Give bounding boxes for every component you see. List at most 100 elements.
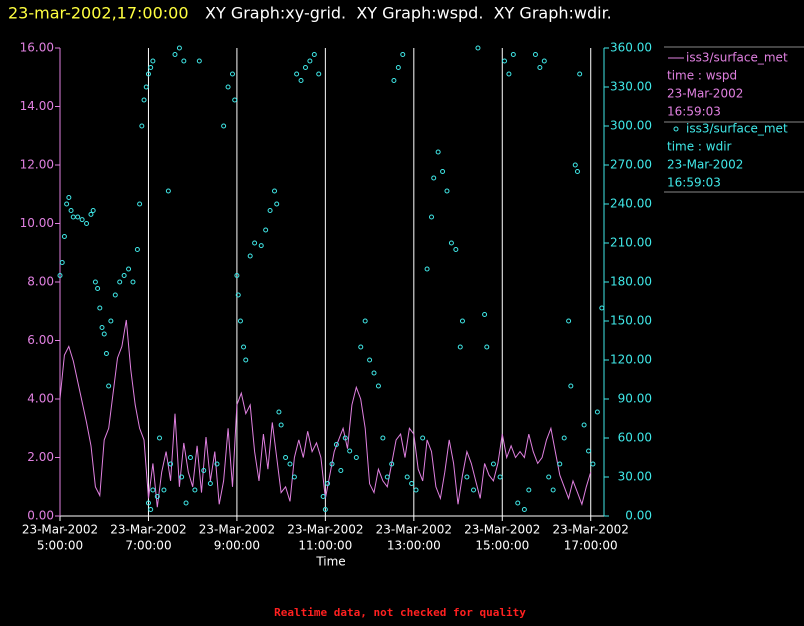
wdir-point [88,211,94,217]
wdir-point [431,175,437,181]
y2-tick-label: 60.00 [618,431,652,445]
wdir-point [145,500,151,506]
wdir-point [586,448,592,454]
wdir-point [258,243,264,249]
y-tick-label: 14.00 [20,99,54,113]
wdir-point [475,45,481,51]
wdir-point [229,71,235,77]
wdir-point [353,455,359,460]
wdir-point [424,266,430,272]
wdir-point [176,45,182,51]
wdir-point [409,481,415,486]
x-tick-date: 23-Mar-2002 [553,523,629,537]
wdir-point [291,474,297,480]
legend-date: 23-Mar-2002 [667,158,743,172]
wdir-point [192,487,198,493]
wdir-point [298,78,304,83]
wdir-point [594,409,600,415]
wdir-point [141,97,147,103]
wdir-point [440,169,446,174]
wdir-point [90,208,96,213]
wdir-point [574,169,580,174]
y2-tick-label: 360.00 [610,41,652,55]
y2-tick-label: 90.00 [618,392,652,406]
wdir-point [395,65,401,70]
wdir-point [347,448,353,454]
wdir-point [375,383,381,389]
wdir-point [221,123,227,129]
wdir-point [57,273,63,278]
legend-time: 16:59:03 [667,105,721,119]
wdir-point [161,487,167,493]
y2-tick-label: 300.00 [610,119,652,133]
wdir-point [371,370,377,376]
wdir-point [276,409,282,415]
x-tick-label: 13:00:00 [387,539,441,553]
wdir-point [272,188,278,194]
wdir-point [400,52,406,57]
wdir-point [526,487,532,493]
wdir-point [342,435,348,441]
wdir-point [201,468,207,473]
wdir-point [482,312,488,317]
wdir-point [311,52,317,57]
y-tick-label: 0.00 [27,509,54,523]
y-tick-label: 12.00 [20,158,54,172]
wdir-point [380,435,386,441]
wdir-point [117,279,123,285]
x-tick-label: 11:00:00 [298,539,352,553]
wdir-point [95,286,101,291]
y2-tick-label: 30.00 [618,470,652,484]
x-tick-date: 23-Mar-2002 [464,523,540,537]
wdir-point [139,123,145,129]
wdir-point [61,234,67,239]
wdir-point [75,214,81,220]
wdir-point [316,71,322,77]
wdir-point [338,468,344,473]
wdir-point [84,221,90,226]
legend-marker [673,126,679,132]
legend-time: 16:59:03 [667,176,721,190]
wdir-point [187,455,193,460]
wdir-point [484,344,490,350]
wdir-point [362,318,368,324]
wdir-point [263,227,269,233]
wdir-point [134,247,140,252]
wdir-point [541,58,547,64]
wdir-point [557,461,563,467]
wdir-point [389,461,395,467]
wdir-point [577,71,583,77]
wdir-point [234,273,240,278]
x-tick-label: 5:00:00 [37,539,83,553]
y-tick-label: 6.00 [27,333,54,347]
wdir-point [322,507,328,512]
legend-name: iss3/surface_met [686,51,788,65]
wdir-point [179,474,185,480]
y2-tick-label: 330.00 [610,80,652,94]
wdir-point [157,435,163,441]
wdir-point [453,247,459,252]
y2-tick-label: 270.00 [610,158,652,172]
wdir-point [590,461,596,467]
wdir-point [148,507,154,512]
wdir-point [241,344,247,350]
y2-tick-label: 210.00 [610,236,652,250]
y2-tick-label: 0.00 [625,509,652,523]
wdir-point [329,461,335,467]
x-tick-label: 15:00:00 [475,539,529,553]
wdir-point [391,78,397,83]
wdir-point [515,500,521,506]
wdir-point [130,279,136,285]
wdir-point [404,474,410,480]
wdir-point [283,455,289,460]
wdir-point [207,481,213,486]
y-tick-label: 10.00 [20,216,54,230]
y2-tick-label: 150.00 [610,314,652,328]
wdir-point [566,318,572,324]
wdir-point [294,71,300,77]
wdir-point [267,208,273,213]
wdir-point [106,383,112,389]
wdir-point [384,474,390,480]
